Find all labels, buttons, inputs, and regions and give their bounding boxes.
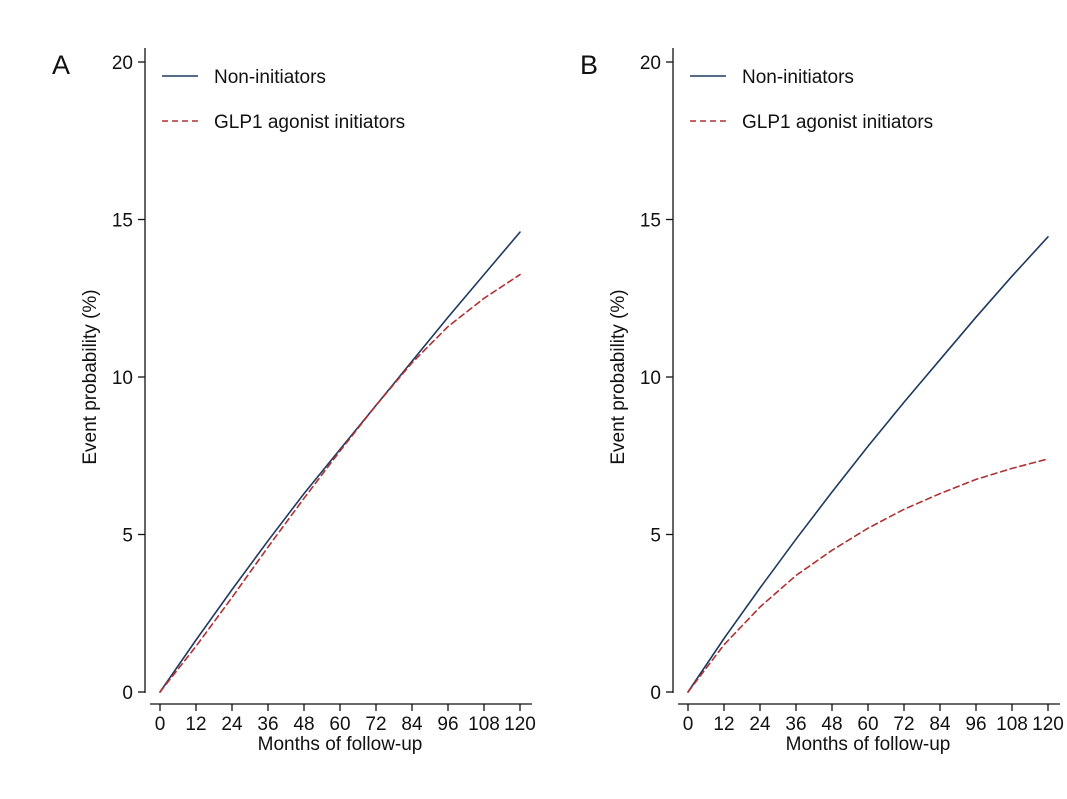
panel-label: A (52, 50, 70, 80)
x-tick-label: 12 (185, 714, 206, 735)
panel-b: B 0 5 10 15 20 0 12 24 36 48 60 72 84 96 108 120 Months o… (580, 48, 1064, 755)
panel-a: A 0 5 10 15 20 0 12 24 36 48 60 72 84 96 108 120 Months o… (52, 48, 536, 755)
x-tick-label: 12 (713, 714, 734, 735)
y-axis-title: Event probability (%) (608, 289, 629, 464)
y-tick-label: 10 (640, 368, 661, 389)
x-tick-label: 48 (821, 714, 842, 735)
series-line-glp1-agonist-initiators (159, 273, 521, 693)
y-tick-label: 5 (122, 526, 133, 547)
series-line-non-initiators (159, 231, 521, 693)
x-tick-label: 24 (749, 714, 771, 735)
x-tick-label: 96 (437, 714, 458, 735)
y-tick-label: 0 (650, 683, 661, 704)
x-tick-label: 108 (996, 714, 1028, 735)
y-tick-label: 15 (640, 211, 661, 232)
x-tick-label: 84 (929, 714, 951, 735)
legend-label: GLP1 agonist initiators (742, 112, 933, 133)
x-tick-label: 72 (893, 714, 914, 735)
x-tick-label: 108 (468, 714, 500, 735)
x-tick-label: 84 (401, 714, 423, 735)
y-tick-label: 20 (112, 53, 133, 74)
series-line-non-initiators (687, 236, 1049, 693)
y-tick-label: 15 (112, 211, 133, 232)
x-tick-label: 60 (329, 714, 350, 735)
x-tick-label: 0 (683, 714, 694, 735)
x-tick-label: 24 (221, 714, 243, 735)
x-tick-label: 96 (965, 714, 986, 735)
legend-label: Non-initiators (742, 67, 854, 88)
y-axis-title: Event probability (%) (80, 289, 101, 464)
x-tick-label: 120 (504, 714, 536, 735)
y-tick-label: 10 (112, 368, 133, 389)
x-tick-label: 72 (365, 714, 386, 735)
y-tick-label: 0 (122, 683, 133, 704)
legend-label: Non-initiators (214, 67, 326, 88)
y-tick-label: 20 (640, 53, 661, 74)
x-tick-label: 36 (257, 714, 278, 735)
x-tick-label: 60 (857, 714, 878, 735)
x-tick-label: 48 (293, 714, 314, 735)
x-axis-title: Months of follow-up (258, 734, 423, 755)
legend-label: GLP1 agonist initiators (214, 112, 405, 133)
x-tick-label: 120 (1032, 714, 1064, 735)
series-line-glp1-agonist-initiators (687, 458, 1049, 693)
y-tick-label: 5 (650, 526, 661, 547)
x-tick-label: 36 (785, 714, 806, 735)
x-tick-label: 0 (155, 714, 166, 735)
x-axis-title: Months of follow-up (786, 734, 951, 755)
panel-label: B (580, 50, 598, 80)
